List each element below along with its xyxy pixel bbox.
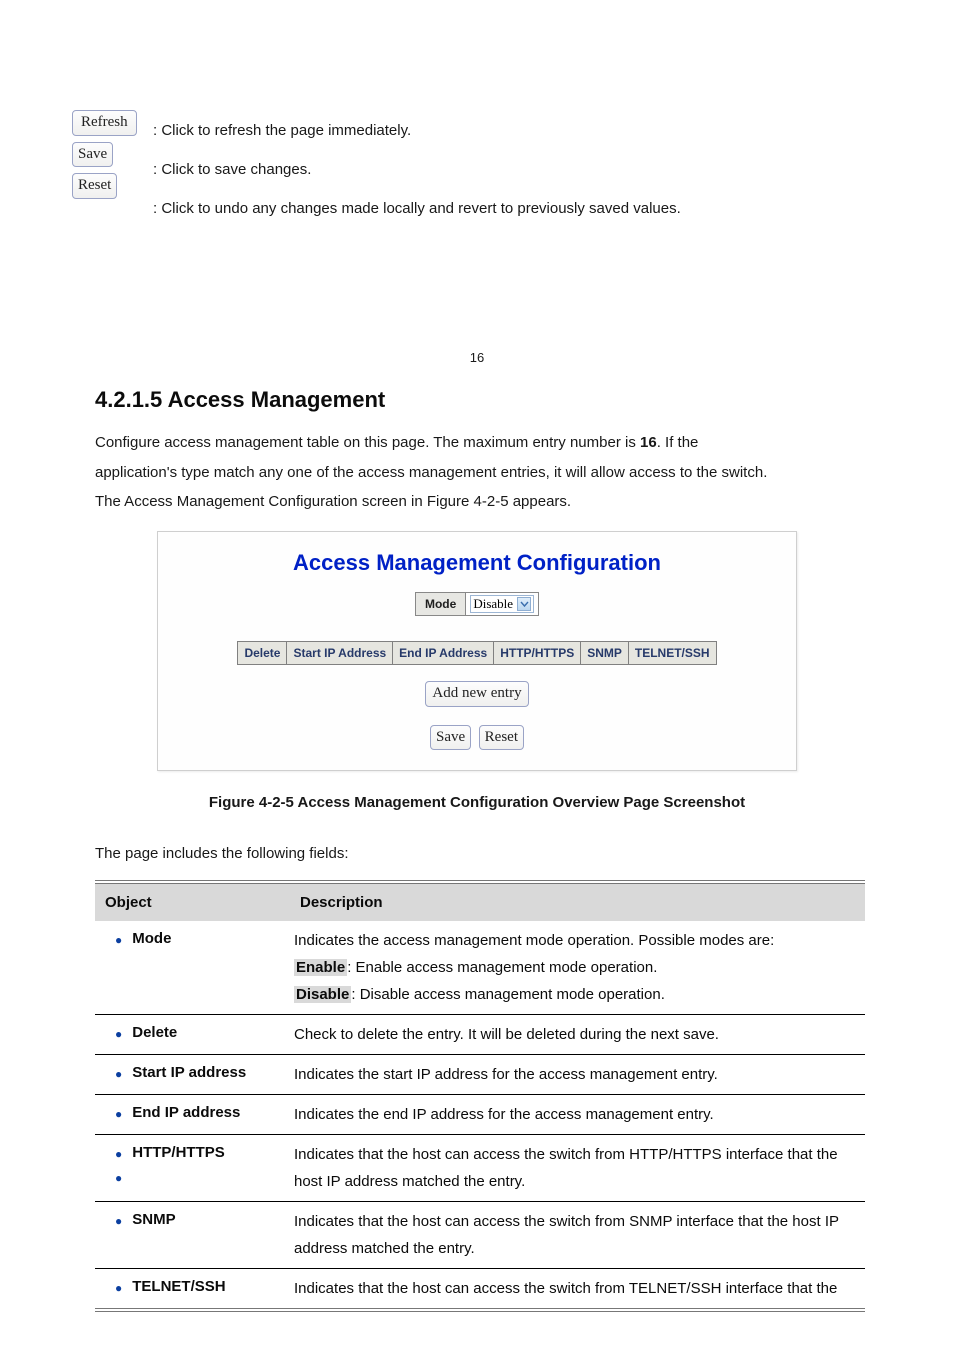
chevron-down-icon	[517, 597, 531, 611]
description-line: Enable: Enable access management mode op…	[294, 954, 859, 981]
mode-label: Mode	[415, 593, 465, 616]
object-label: HTTP/HTTPS	[132, 1141, 225, 1165]
object-cell: ●SNMP	[95, 1201, 290, 1268]
panel-reset-button[interactable]: Reset	[479, 725, 524, 751]
panel-title: Access Management Configuration	[166, 550, 788, 576]
bullet-icon: ●	[99, 1101, 132, 1124]
object-label: Mode	[132, 927, 171, 951]
spec-table-wrap: Object Description ●ModeIndicates the ac…	[95, 880, 865, 1312]
object-cell: ●Start IP address	[95, 1054, 290, 1094]
object-label: TELNET/SSH	[132, 1275, 225, 1299]
object-cell: ●HTTP/HTTPS●	[95, 1134, 290, 1201]
description-line: Indicates the end IP address for the acc…	[294, 1101, 859, 1128]
description-cell: Indicates the start IP address for the a…	[290, 1054, 865, 1094]
col-start-ip: Start IP Address	[287, 642, 393, 665]
table-intro: The page includes the following fields:	[0, 842, 954, 865]
highlight-text: Enable	[294, 959, 347, 976]
mode-row: Mode Disable	[415, 592, 539, 616]
col-telnet: TELNET/SSH	[628, 642, 716, 665]
reset-desc: : Click to undo any changes made locally…	[153, 197, 859, 220]
bullet-icon: ●	[99, 1165, 132, 1188]
object-label: Start IP address	[132, 1061, 246, 1085]
object-cell: ●End IP address	[95, 1094, 290, 1134]
col-http: HTTP/HTTPS	[494, 642, 581, 665]
spec-table: Object Description ●ModeIndicates the ac…	[95, 884, 865, 1308]
header-description: Description	[290, 884, 865, 921]
col-snmp: SNMP	[581, 642, 629, 665]
object-cell: ●TELNET/SSH	[95, 1268, 290, 1308]
save-button-top[interactable]: Save	[72, 142, 113, 168]
panel-save-button[interactable]: Save	[430, 725, 471, 751]
highlight-text: Disable	[294, 986, 351, 1003]
bullet-icon: ●	[99, 927, 132, 950]
description-line: Indicates that the host can access the s…	[294, 1141, 859, 1195]
col-delete: Delete	[238, 642, 287, 665]
reset-button-top[interactable]: Reset	[72, 173, 117, 199]
mode-select[interactable]: Disable	[470, 595, 534, 613]
object-label: Delete	[132, 1021, 177, 1045]
description-line: Check to delete the entry. It will be de…	[294, 1021, 859, 1048]
refresh-desc: : Click to refresh the page immediately.	[153, 119, 859, 142]
bullet-icon: ●	[99, 1208, 132, 1231]
column-header-table: Delete Start IP Address End IP Address H…	[237, 641, 716, 665]
bullet-icon: ●	[99, 1061, 132, 1084]
description-line: Indicates the start IP address for the a…	[294, 1061, 859, 1088]
bullet-icon: ●	[99, 1021, 132, 1044]
col-end-ip: End IP Address	[393, 642, 494, 665]
object-cell: ●Delete	[95, 1014, 290, 1054]
page-number: 16	[0, 350, 954, 365]
section-heading: 4.2.1.5 Access Management	[0, 381, 954, 431]
bullet-icon: ●	[99, 1141, 132, 1164]
description-cell: Indicates that the host can access the s…	[290, 1201, 865, 1268]
intro-text: Configure access management table on thi…	[0, 431, 954, 513]
description-line: Indicates that the host can access the s…	[294, 1208, 859, 1235]
description-cell: Check to delete the entry. It will be de…	[290, 1014, 865, 1054]
save-desc: : Click to save changes.	[153, 158, 859, 181]
object-label: SNMP	[132, 1208, 175, 1232]
object-label: End IP address	[132, 1101, 240, 1125]
figure-caption: Figure 4-2-5 Access Management Configura…	[0, 791, 954, 814]
description-cell: Indicates the end IP address for the acc…	[290, 1094, 865, 1134]
refresh-button[interactable]: Refresh	[72, 110, 137, 136]
add-entry-button[interactable]: Add new entry	[425, 681, 528, 707]
header-object: Object	[95, 884, 290, 921]
description-cell: Indicates that the host can access the s…	[290, 1134, 865, 1201]
config-panel: Access Management Configuration Mode Dis…	[157, 531, 797, 771]
description-cell: Indicates that the host can access the s…	[290, 1268, 865, 1308]
description-line: address matched the entry.	[294, 1235, 859, 1262]
description-line: Disable: Disable access management mode …	[294, 981, 859, 1008]
object-cell: ●Mode	[95, 921, 290, 1015]
description-cell: Indicates the access management mode ope…	[290, 921, 865, 1015]
description-line: Indicates the access management mode ope…	[294, 927, 859, 954]
bullet-icon: ●	[99, 1275, 132, 1298]
description-line: Indicates that the host can access the s…	[294, 1275, 859, 1302]
